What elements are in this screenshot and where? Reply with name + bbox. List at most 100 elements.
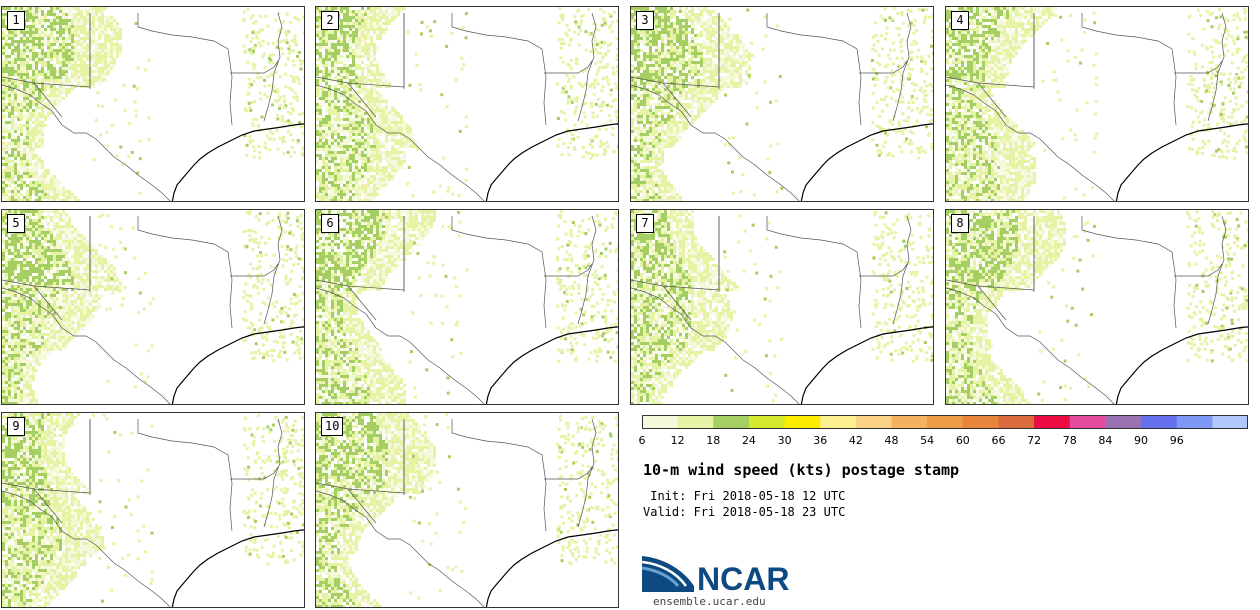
boundary-line (230, 60, 279, 74)
wind-field (946, 7, 1248, 201)
boundary-line (946, 84, 1115, 201)
colorbar-tick-label: 42 (848, 434, 863, 447)
boundary-line (137, 13, 233, 126)
colorbar-tick-label: 78 (1062, 434, 1077, 447)
boundary-line (946, 76, 1007, 118)
wind-field (631, 7, 933, 201)
wind-field (2, 210, 304, 404)
wind-field (316, 413, 618, 607)
colorbar-tick-label: 90 (1134, 434, 1149, 447)
boundary-line (451, 419, 547, 532)
boundary-line (577, 12, 597, 122)
boundary-line (859, 263, 908, 277)
coastline (485, 326, 618, 404)
stamp-panel: 7 (630, 209, 934, 405)
wind-speed-map (316, 7, 618, 201)
wind-speed-map (316, 210, 618, 404)
stamp-panel: 9 (1, 412, 305, 608)
colorbar-tick-label: 96 (1169, 434, 1184, 447)
colorbar (642, 415, 1248, 429)
coastline (800, 123, 933, 201)
colorbar-tick-label: 60 (955, 434, 970, 447)
coastline (171, 123, 304, 201)
stamp-panel: 1 (1, 6, 305, 202)
boundary-line (631, 76, 692, 118)
colorbar-bin (1212, 415, 1248, 429)
boundary-line (1081, 13, 1177, 126)
colorbar-bin (891, 415, 928, 429)
wind-field (2, 413, 304, 607)
boundary-line (230, 263, 279, 277)
boundary-line (544, 263, 593, 277)
wind-speed-map (316, 413, 618, 607)
boundary-line (316, 279, 377, 321)
boundary-line (263, 215, 283, 325)
boundary-line (1207, 12, 1227, 122)
boundary-line (2, 482, 63, 524)
colorbar-bin (927, 415, 964, 429)
boundary-line (316, 84, 485, 201)
logo-text: NCAR (697, 561, 789, 594)
valid-time: Valid: Fri 2018-05-18 23 UTC (643, 505, 846, 519)
coastline (485, 529, 618, 607)
colorbar-bin (1141, 415, 1178, 429)
colorbar-bin (1105, 415, 1142, 429)
wind-speed-map (946, 7, 1248, 201)
colorbar-tick-label: 12 (670, 434, 685, 447)
wind-field (946, 210, 1248, 404)
colorbar-bin (642, 415, 679, 429)
coastline (1115, 123, 1248, 201)
boundary-line (2, 76, 63, 118)
boundary-line (263, 418, 283, 528)
colorbar-bin (855, 415, 893, 429)
boundary-line (2, 490, 171, 607)
boundary-line (316, 287, 485, 404)
colorbar-bin (998, 415, 1035, 429)
logo-url: ensemble.ucar.edu (653, 595, 766, 608)
wind-speed-map (2, 210, 304, 404)
colorbar-tick-label: 48 (884, 434, 899, 447)
panel-number: 5 (7, 214, 25, 233)
coastline (171, 529, 304, 607)
colorbar-tick-label: 72 (1027, 434, 1042, 447)
wind-field (631, 210, 933, 404)
wind-speed-map (631, 7, 933, 201)
boundary-line (544, 60, 593, 74)
boundary-line (263, 12, 283, 122)
panel-number: 7 (636, 214, 654, 233)
stamp-panel: 2 (315, 6, 619, 202)
boundary-line (316, 76, 377, 118)
colorbar-tick-label: 6 (638, 434, 646, 447)
colorbar-tick-label: 18 (706, 434, 721, 447)
colorbar-bin (677, 415, 714, 429)
boundary-line (631, 279, 692, 321)
colorbar-tick-label: 84 (1098, 434, 1113, 447)
wind-field (2, 7, 304, 201)
colorbar-bin (784, 415, 821, 429)
panel-number: 9 (7, 417, 25, 436)
colorbar-tick-label: 24 (741, 434, 756, 447)
boundary-line (451, 216, 547, 329)
wind-speed-map (946, 210, 1248, 404)
boundary-line (766, 216, 862, 329)
boundary-line (2, 84, 171, 201)
boundary-line (1174, 263, 1223, 277)
panel-number: 8 (951, 214, 969, 233)
coastline (171, 326, 304, 404)
colorbar-tick-label: 30 (777, 434, 792, 447)
stamp-panel: 10 (315, 412, 619, 608)
colorbar-bin (1176, 415, 1213, 429)
panel-number: 3 (636, 11, 654, 30)
boundary-line (316, 490, 485, 607)
panel-number: 6 (321, 214, 339, 233)
init-time: Init: Fri 2018-05-18 12 UTC (643, 489, 846, 503)
boundary-line (137, 419, 233, 532)
coastline (1115, 326, 1248, 404)
wind-speed-map (631, 210, 933, 404)
boundary-line (230, 466, 279, 480)
boundary-line (316, 482, 377, 524)
boundary-line (1081, 216, 1177, 329)
colorbar-bin (713, 415, 750, 429)
colorbar-tick-label: 36 (813, 434, 828, 447)
boundary-line (892, 12, 912, 122)
